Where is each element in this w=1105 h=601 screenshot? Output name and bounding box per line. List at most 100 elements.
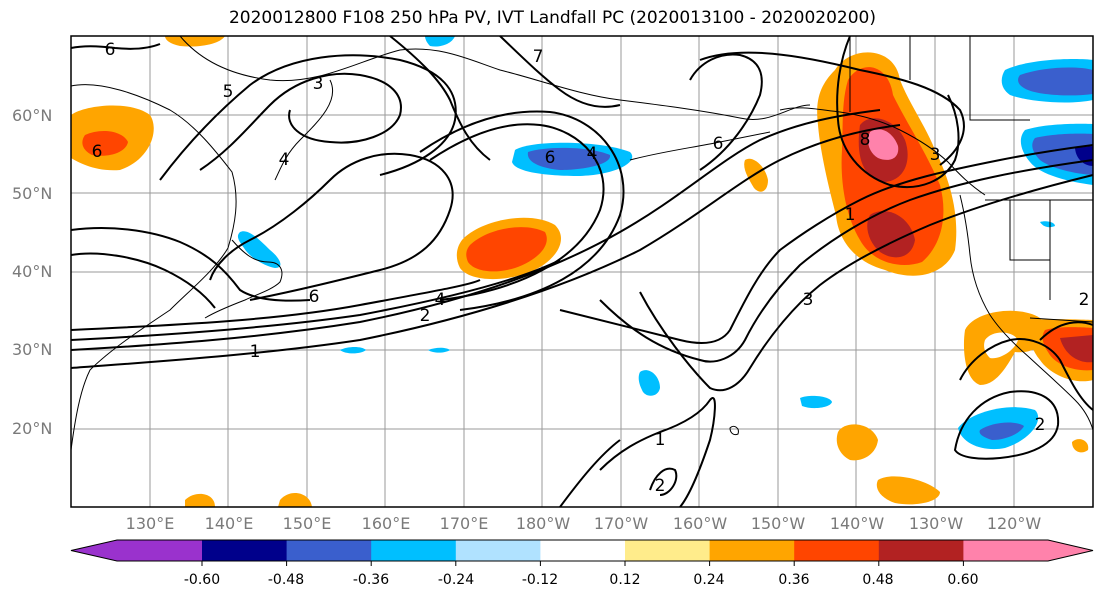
contour-ridge-1 [429,123,605,301]
lon-label-150e: 150°E [282,514,332,533]
gridlines [71,36,1093,507]
colorbar-tick: -0.24 [437,572,475,588]
contour-ridge-2 [419,110,625,311]
contour-label: 1 [655,430,666,450]
contour-west-1 [70,227,311,302]
lat-label-60n: 60°N [12,106,53,125]
contour-label: 6 [92,142,103,162]
neg-blob-canada-3 [1040,221,1055,228]
neg-blob-canada-2-inner [1032,133,1093,175]
pos-blob-hawaii-east [836,424,878,461]
pos-blob-south [876,476,940,505]
colorbar [70,539,1094,566]
neg-blob-hawaii-inner [979,422,1024,440]
colorbar-tick: 0.48 [862,572,894,588]
contour-south-1 [599,397,716,508]
contour-label: 6 [309,287,320,307]
border-canada-prov [909,36,1030,121]
neg-blob-midpac-1 [638,370,660,396]
contour-label: 6 [545,148,556,168]
contour-jet-2 [70,109,881,351]
pos-blob-west-pacific-inner [466,227,547,272]
colorbar-segment [286,540,372,561]
neg-blob-midpac-3 [340,347,366,354]
contour-label: 3 [803,290,814,310]
pos-blob-mexico-small [1072,439,1089,453]
neg-blob-midpac-2 [800,395,832,409]
contour-label: 3 [930,145,941,165]
lat-label-40n: 40°N [12,262,53,281]
contour-label: 4 [587,144,598,164]
pos-blob-bottom-1 [185,493,215,507]
colorbar-tick: 0.12 [609,572,641,588]
contour-south-3 [559,439,621,508]
lat-label-20n: 20°N [12,419,53,438]
contour-label: 5 [223,82,234,102]
pos-blob-oregon-core [867,211,915,258]
contour-trough-2 [599,159,1094,363]
colorbar-segment [963,540,1048,561]
contour-label: 6 [713,134,724,154]
lon-label-140w: 140°W [829,514,885,533]
contour-trough-4 [689,53,763,171]
contour-label: 1 [250,342,261,362]
colorbar-outline [70,539,1094,562]
border-us-mexico [1029,317,1094,323]
pos-blob-kamchatka-inner [82,130,128,156]
contour-label: 4 [435,290,446,310]
colorbar-segment [117,540,202,561]
colorbar-tick: -0.48 [267,572,305,588]
colorbar-extend-min [71,540,117,561]
colorbar-segment [709,540,795,561]
colorbar-segment [202,540,288,561]
contour-north-3 [389,35,491,161]
contour-north-4 [499,35,621,108]
colorbar-extend-max [1048,540,1093,561]
colorbar-segment [794,540,880,561]
lon-label-130w: 130°W [908,514,964,533]
contour-ridge-3 [209,152,454,301]
contour-east-1 [699,51,965,166]
coastlines [70,35,1094,451]
contour-label: 2 [420,306,431,326]
coast-alaska [779,107,986,196]
contour-gulf-loop [836,35,960,188]
contour-label: 8 [860,130,871,150]
pv-contours [70,35,1094,508]
coast-okhotsk [179,35,811,120]
contour-label: 2 [655,476,666,496]
contour-label: 2 [1035,415,1046,435]
coast-aleutian [629,131,771,161]
lon-label-140e: 140°E [204,514,254,533]
coast-hawaii [729,425,739,436]
map-frame [70,35,1094,508]
coast-japan [204,239,283,319]
contour-jet-4 [70,279,481,331]
contour-trough-1 [559,144,1094,344]
colorbar-tick: -0.60 [183,572,221,588]
pos-blob-top [165,36,225,47]
lat-label-50n: 50°N [12,184,53,203]
colorbar-segment [455,540,541,561]
pos-blob-kuril [744,158,768,192]
lon-label-150w: 150°W [750,514,806,533]
contour-label: 1 [845,205,856,225]
colorbar-segment [878,540,964,561]
map-title: 2020012800 F108 250 hPa PV, IVT Landfall… [228,8,876,28]
colorbar-tick: 0.60 [947,572,979,588]
colorbar-tick: -0.36 [352,572,390,588]
border-states-1 [1009,200,1050,261]
contour-label: 7 [533,47,544,67]
contour-jet-1 [70,124,901,369]
colorbar-segment [371,540,457,561]
negative-shading [237,36,1093,450]
lon-label-170e: 170°E [439,514,489,533]
pos-blob-mexico-core [1060,335,1093,363]
contour-north-1 [199,72,402,171]
neg-blob-canada-1-inner [1018,67,1093,96]
coast-kamchatka [274,79,334,181]
contour-trough-3 [639,174,1094,392]
neg-blob-midpac-4 [428,347,450,353]
contour-west-2 [70,252,216,309]
